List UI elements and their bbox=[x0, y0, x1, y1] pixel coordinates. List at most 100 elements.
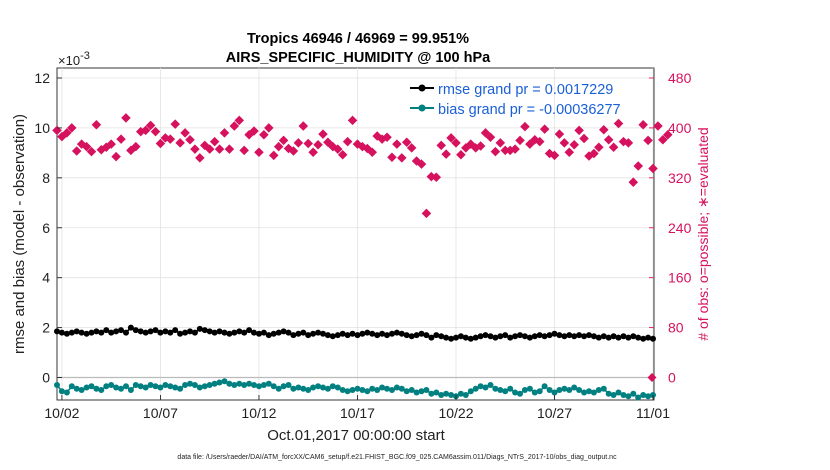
bias-point bbox=[231, 382, 238, 388]
rmse-point bbox=[408, 333, 415, 340]
obs-evaluated-marker bbox=[91, 120, 102, 130]
obs-evaluated-marker bbox=[52, 125, 62, 136]
rmse-point bbox=[590, 333, 597, 340]
obs-evaluated-marker bbox=[451, 138, 461, 148]
obs-evaluated-marker bbox=[579, 133, 589, 144]
bias-point bbox=[625, 393, 632, 400]
legend-bias-marker bbox=[418, 104, 426, 112]
bias-point bbox=[433, 389, 440, 396]
bias-point bbox=[526, 385, 533, 392]
bias-point bbox=[236, 380, 243, 387]
obs-evaluated-marker bbox=[347, 115, 358, 126]
rmse-point bbox=[487, 333, 494, 340]
bias-point bbox=[83, 384, 90, 391]
rmse-point bbox=[275, 329, 282, 336]
rmse-point bbox=[482, 332, 489, 339]
data-file-footnote: data file: /Users/raeder/DAI/ATM_forcXX/… bbox=[177, 454, 617, 461]
rmse-point bbox=[610, 333, 617, 340]
bias-series bbox=[54, 378, 656, 401]
rmse-point bbox=[295, 330, 302, 337]
bias-point bbox=[103, 383, 110, 390]
rmse-point bbox=[645, 334, 652, 341]
bias-point bbox=[127, 387, 134, 393]
bias-point bbox=[78, 387, 85, 393]
obs-evaluated-marker bbox=[564, 147, 575, 158]
obs-evaluated-marker bbox=[254, 147, 264, 158]
obs-evaluated-marker bbox=[431, 172, 442, 182]
rmse-point bbox=[329, 333, 336, 340]
left-tick-label: 10 bbox=[34, 120, 50, 136]
obs-evaluated-marker bbox=[337, 149, 348, 160]
bias-point bbox=[487, 382, 494, 388]
obs-evaluated-marker bbox=[204, 144, 215, 154]
rmse-point bbox=[123, 329, 129, 336]
obs-evaluated-marker bbox=[190, 144, 200, 154]
legend-bias-label: bias grand pr = -0.00036277 bbox=[438, 102, 621, 118]
right-tick-label: 0 bbox=[668, 370, 676, 386]
rmse-point bbox=[93, 328, 100, 335]
rmse-point bbox=[472, 334, 479, 341]
rmse-point bbox=[640, 335, 647, 342]
rmse-point bbox=[467, 335, 474, 342]
obs-evaluated-marker bbox=[392, 139, 402, 149]
bias-point bbox=[590, 389, 597, 396]
rmse-point bbox=[418, 330, 425, 337]
rmse-point bbox=[167, 329, 174, 336]
bias-point bbox=[172, 384, 179, 391]
bias-point bbox=[477, 383, 484, 390]
obs-evaluated-marker bbox=[569, 139, 579, 150]
bias-point bbox=[546, 387, 553, 393]
obs-evaluated-marker bbox=[298, 121, 309, 131]
bias-point bbox=[280, 383, 287, 390]
bias-point bbox=[374, 387, 381, 393]
rmse-point bbox=[231, 329, 238, 336]
obs-evaluated-marker bbox=[475, 141, 486, 151]
rmse-point bbox=[241, 329, 248, 336]
bias-point bbox=[595, 387, 602, 393]
bias-point bbox=[497, 387, 504, 393]
bias-point bbox=[467, 388, 474, 395]
obs-evaluated-marker bbox=[436, 140, 446, 151]
rmse-point bbox=[551, 330, 558, 337]
right-tick-label: 480 bbox=[668, 70, 692, 86]
bias-point bbox=[610, 392, 617, 398]
bias-point bbox=[68, 383, 75, 390]
obs-evaluated-marker bbox=[131, 141, 141, 152]
obs-evaluated-marker bbox=[342, 136, 353, 147]
right-tick-label: 320 bbox=[668, 170, 692, 186]
rmse-point bbox=[221, 329, 228, 336]
obs-evaluated-marker bbox=[534, 136, 545, 147]
left-tick-label: 2 bbox=[42, 320, 50, 336]
rmse-point bbox=[541, 333, 548, 340]
bias-point bbox=[541, 383, 548, 390]
bias-point bbox=[211, 380, 218, 387]
rmse-point bbox=[270, 330, 277, 337]
bias-point bbox=[167, 383, 174, 390]
obs-evaluated-marker bbox=[273, 141, 284, 152]
bias-point bbox=[241, 382, 248, 388]
bias-point bbox=[561, 385, 568, 392]
obs-evaluated-marker bbox=[145, 120, 156, 131]
bias-point bbox=[191, 382, 198, 388]
left-tick-label: 12 bbox=[34, 70, 50, 86]
rmse-point bbox=[246, 327, 253, 334]
rmse-point bbox=[359, 330, 366, 337]
bias-point bbox=[157, 384, 164, 391]
bias-point bbox=[393, 384, 400, 391]
bias-point bbox=[300, 385, 307, 392]
rmse-point bbox=[172, 327, 179, 334]
bias-point bbox=[576, 387, 583, 393]
obs-evaluated-marker bbox=[628, 177, 639, 187]
bias-point bbox=[270, 383, 277, 390]
obs-evaluated-marker bbox=[288, 146, 299, 156]
rmse-point bbox=[58, 329, 65, 336]
bias-point bbox=[256, 383, 262, 390]
bias-point bbox=[462, 392, 469, 398]
bias-point bbox=[512, 389, 519, 396]
rmse-point bbox=[546, 332, 553, 339]
bias-point bbox=[334, 384, 341, 391]
bias-point bbox=[581, 389, 588, 396]
rmse-point bbox=[531, 333, 538, 340]
obs-evaluated-marker bbox=[485, 132, 496, 143]
obs-evaluated-marker bbox=[234, 115, 245, 126]
